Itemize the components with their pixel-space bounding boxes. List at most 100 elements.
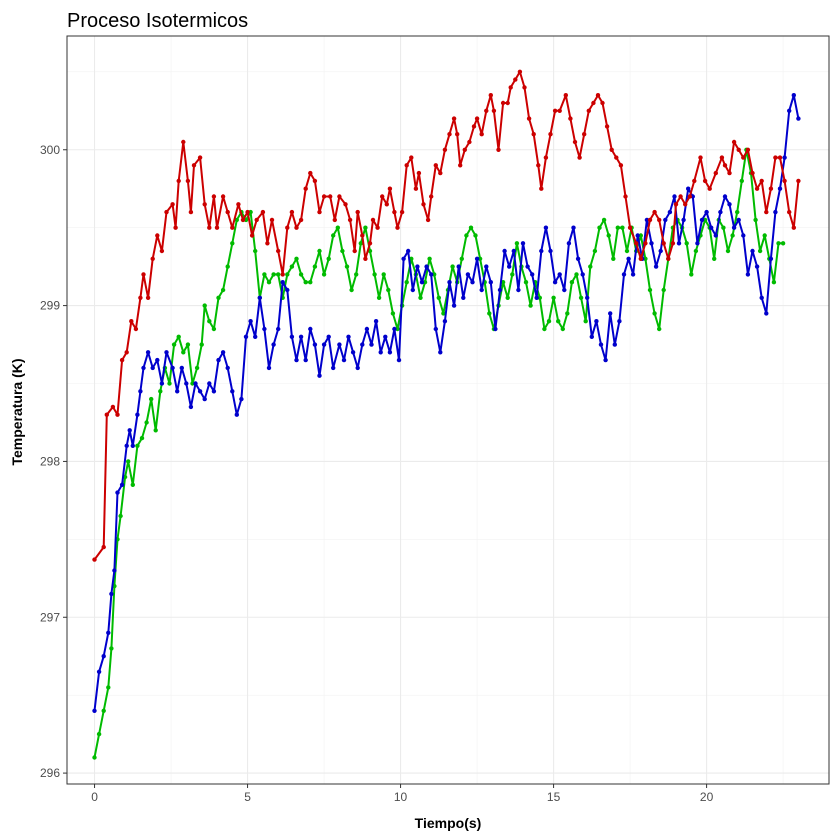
data-point: [159, 248, 165, 254]
data-point: [155, 233, 160, 238]
data-point: [331, 365, 336, 371]
data-point: [386, 287, 391, 293]
data-point: [614, 155, 619, 160]
data-point: [155, 357, 160, 363]
data-point: [92, 557, 97, 562]
data-point: [566, 241, 572, 246]
data-point: [585, 295, 590, 300]
data-point: [337, 342, 342, 347]
data-point: [335, 225, 340, 230]
data-point: [745, 272, 751, 277]
data-point: [600, 100, 605, 106]
data-point: [387, 350, 393, 355]
data-point: [373, 319, 379, 324]
data-point: [447, 280, 452, 285]
data-point: [731, 225, 737, 230]
y-axis-title: Temperatura (K): [9, 358, 25, 465]
data-point: [468, 225, 474, 230]
data-point: [370, 217, 376, 223]
data-point: [500, 100, 506, 106]
data-point: [484, 264, 489, 269]
data-point: [381, 272, 386, 277]
data-point: [109, 646, 114, 651]
data-point: [658, 248, 663, 254]
data-point: [525, 264, 530, 269]
data-point: [266, 280, 272, 285]
data-point: [647, 217, 653, 223]
data-point: [199, 342, 204, 347]
data-point: [197, 155, 203, 160]
data-point: [543, 155, 549, 160]
data-point: [695, 241, 700, 246]
data-point: [106, 685, 111, 690]
data-point: [280, 280, 285, 285]
data-point: [425, 217, 431, 223]
data-point: [595, 93, 601, 98]
data-point: [451, 116, 457, 121]
data-point: [649, 241, 654, 246]
data-point: [220, 350, 226, 355]
data-point: [787, 108, 792, 114]
data-point: [424, 264, 429, 269]
data-point: [384, 202, 389, 207]
data-point: [552, 280, 558, 285]
data-point: [214, 225, 220, 230]
data-point: [565, 311, 570, 316]
data-point: [415, 264, 420, 269]
data-point: [260, 209, 266, 215]
data-point: [537, 295, 542, 300]
data-point: [754, 186, 760, 191]
y-tick-label: 300: [40, 143, 60, 157]
data-point: [106, 630, 111, 635]
data-point: [92, 708, 97, 713]
x-tick-label: 0: [91, 790, 98, 804]
data-point: [376, 295, 382, 300]
data-point: [236, 202, 241, 207]
data-point: [298, 334, 304, 339]
data-point: [438, 170, 443, 176]
data-point: [225, 264, 230, 269]
data-point: [582, 132, 587, 137]
data-point: [735, 209, 740, 215]
data-point: [410, 287, 415, 293]
x-tick-label: 10: [394, 790, 408, 804]
data-point: [436, 295, 441, 300]
data-point: [673, 202, 679, 207]
data-point: [777, 155, 783, 160]
data-point: [666, 256, 671, 261]
data-point: [234, 412, 239, 417]
data-point: [109, 591, 114, 597]
data-point: [303, 357, 308, 363]
data-point: [248, 319, 253, 324]
data-point: [115, 412, 120, 417]
data-point: [429, 272, 434, 277]
data-point: [352, 248, 357, 254]
data-point: [294, 256, 299, 261]
data-point: [207, 225, 212, 230]
data-point: [438, 350, 443, 355]
data-point: [419, 280, 425, 285]
data-point: [185, 342, 191, 347]
data-point: [773, 209, 778, 215]
data-point: [276, 272, 281, 277]
data-point: [683, 202, 688, 207]
data-point: [644, 217, 650, 223]
data-point: [713, 233, 718, 238]
data-point: [528, 303, 533, 308]
data-point: [433, 326, 438, 332]
data-point: [257, 295, 262, 300]
data-point: [153, 428, 158, 433]
data-point: [392, 326, 397, 332]
data-point: [507, 264, 512, 269]
data-point: [604, 124, 610, 129]
data-point: [119, 482, 125, 487]
data-point: [451, 303, 457, 308]
data-point: [598, 342, 604, 347]
data-point: [539, 248, 544, 254]
data-point: [493, 326, 498, 332]
data-point: [707, 186, 712, 191]
data-point: [698, 155, 703, 160]
series-1: [92, 93, 801, 713]
data-point: [349, 287, 354, 293]
